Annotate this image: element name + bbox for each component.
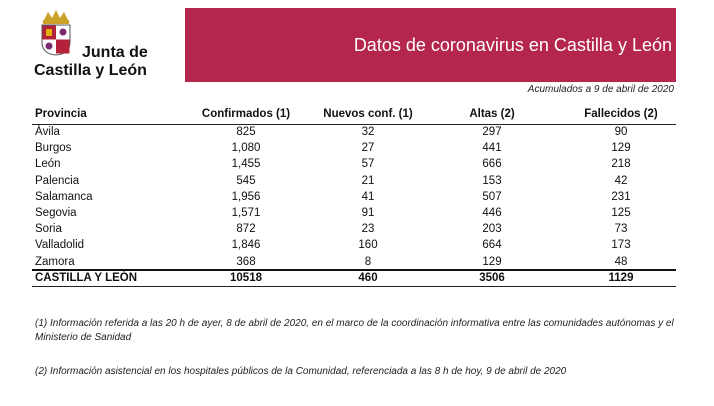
table-cell: Palencia — [35, 174, 80, 187]
table-cell: 8 — [364, 255, 372, 268]
table-cell: 129 — [611, 142, 631, 155]
logo-text: Castilla y León — [34, 62, 147, 79]
table-cell: 1,846 — [231, 239, 261, 252]
column-header: Nuevos conf. (1) — [323, 108, 413, 120]
total-cell: 3506 — [479, 272, 505, 284]
table-cell: 91 — [361, 207, 375, 219]
rule — [32, 286, 676, 287]
footnote: (2) Información asistencial en los hospi… — [35, 366, 567, 377]
table-cell: 153 — [482, 174, 502, 187]
table-cell: Segovia — [35, 207, 77, 219]
logo-text: Junta de — [82, 44, 148, 61]
table-cell: 507 — [482, 190, 502, 203]
table-cell: Burgos — [35, 142, 72, 155]
table-cell: Salamanca — [35, 190, 93, 203]
table-cell: 42 — [614, 174, 628, 187]
table-cell: 666 — [482, 158, 502, 171]
table-cell: 129 — [482, 255, 502, 268]
table-cell: 664 — [482, 239, 502, 252]
table-cell: 872 — [236, 223, 256, 236]
column-header: Altas (2) — [469, 108, 515, 120]
table-cell: León — [35, 158, 61, 171]
column-header: Confirmados (1) — [201, 108, 291, 120]
table-cell: 125 — [611, 207, 631, 219]
title: Datos de coronavirus en Castilla y León — [353, 35, 672, 55]
table-cell: 1,956 — [231, 190, 261, 203]
rule — [32, 269, 676, 271]
table-cell: 23 — [361, 223, 375, 236]
rule — [32, 124, 676, 125]
date-note: Acumulados a 9 de abril de 2020 — [527, 84, 674, 95]
total-cell: 460 — [358, 272, 378, 284]
table-cell: 21 — [361, 174, 375, 187]
table-cell: 825 — [236, 126, 256, 138]
table-cell: 41 — [361, 190, 375, 203]
table-cell: 368 — [236, 255, 256, 268]
coat-of-arms — [41, 10, 71, 56]
table-cell: Ávila — [35, 126, 60, 138]
table-cell: 231 — [611, 190, 631, 203]
table-cell: 1,571 — [231, 207, 261, 219]
table-cell: 203 — [482, 223, 502, 236]
table-cell: 446 — [482, 207, 502, 219]
table-cell: 57 — [361, 158, 375, 171]
table-cell: 545 — [236, 174, 256, 187]
column-header: Fallecidos (2) — [584, 108, 658, 120]
total-cell: 10518 — [230, 272, 262, 284]
total-cell: 1129 — [608, 272, 634, 284]
table-cell: Valladolid — [35, 239, 85, 252]
table-cell: 173 — [611, 239, 631, 252]
table-cell: 73 — [614, 223, 628, 236]
total-cell: CASTILLA Y LEÓN — [35, 272, 138, 284]
table-cell: 218 — [611, 158, 631, 171]
table-cell: 48 — [614, 255, 628, 268]
table-cell: 160 — [358, 239, 378, 252]
table-cell: Zamora — [35, 255, 75, 268]
table-cell: 27 — [361, 142, 375, 155]
table-cell: 32 — [361, 126, 375, 138]
title-banner — [185, 8, 676, 82]
table-cell: 1,455 — [231, 158, 261, 171]
footnote: (1) Información referida a las 20 h de a… — [35, 318, 674, 343]
table-cell: 441 — [482, 142, 502, 155]
table-cell: 1,080 — [231, 142, 261, 155]
table-cell: Soria — [35, 223, 62, 236]
table-cell: 90 — [614, 126, 628, 138]
column-header: Provincia — [35, 108, 87, 120]
table-cell: 297 — [482, 126, 502, 138]
